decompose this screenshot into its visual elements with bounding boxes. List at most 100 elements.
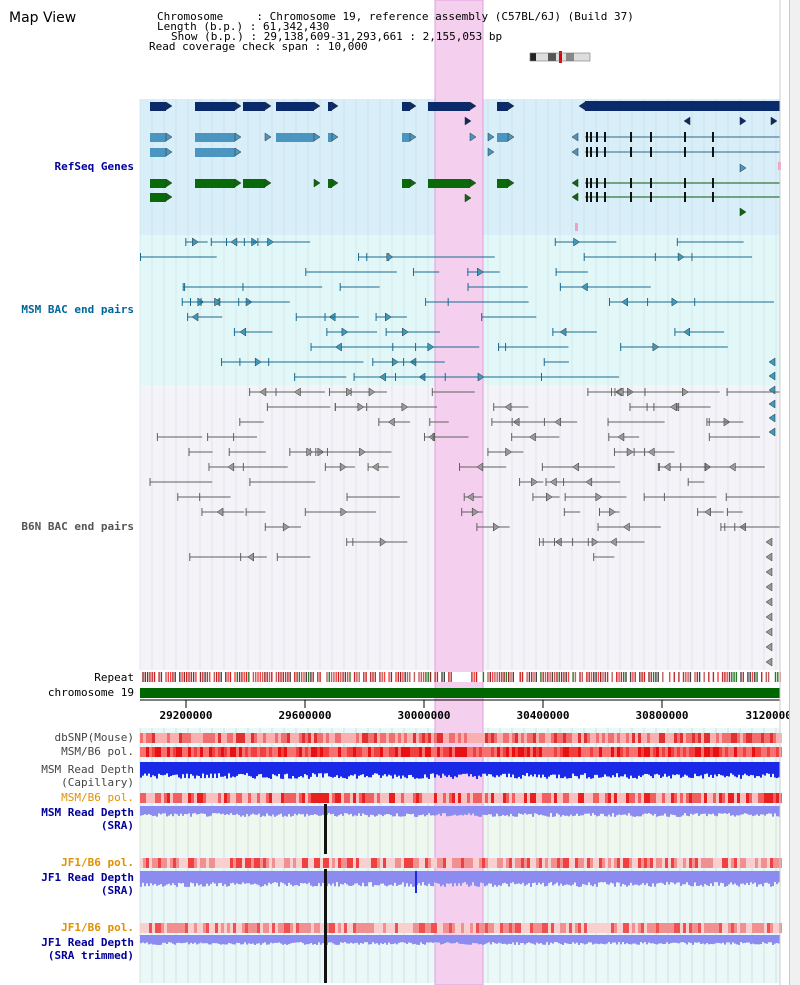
depth-bar xyxy=(314,871,316,887)
depth-bar xyxy=(628,935,630,945)
depth-bar xyxy=(380,762,382,778)
depth-bar xyxy=(764,935,766,944)
depth-bar xyxy=(630,806,632,816)
depth-bar xyxy=(544,871,546,887)
gene-exon xyxy=(243,102,265,111)
pol-cell xyxy=(260,747,263,757)
track-label-jf1-depth-sra-1[interactable]: JF1 Read Depth xyxy=(41,871,134,884)
depth-bar xyxy=(778,806,780,817)
dbsnp-cell xyxy=(749,733,752,743)
pol-cell xyxy=(323,747,326,757)
repeat-mark xyxy=(600,672,602,682)
track-label-jf1-b6-pol-2[interactable]: JF1/B6 pol. xyxy=(61,921,134,934)
pol-cell xyxy=(203,747,206,757)
dbsnp-cell xyxy=(497,733,500,743)
depth-bar xyxy=(514,806,516,817)
depth-bar xyxy=(492,762,494,777)
track-label-msm-b6-pol-2[interactable]: MSM/B6 pol. xyxy=(61,791,134,804)
strand-arrow xyxy=(507,132,515,142)
pol-cell xyxy=(344,923,347,933)
track-label-msm-b6-pol-1[interactable]: MSM/B6 pol. xyxy=(61,745,134,758)
repeat-mark xyxy=(257,672,259,682)
depth-bar xyxy=(302,762,304,778)
track-label-dbsnp[interactable]: dbSNP(Mouse) xyxy=(54,731,134,744)
depth-bar xyxy=(644,806,646,814)
pol-cell xyxy=(230,858,233,868)
dbsnp-cell xyxy=(632,733,635,743)
depth-bar xyxy=(604,935,606,945)
depth-bar xyxy=(210,935,212,945)
bac-end-arrow xyxy=(371,462,379,472)
depth-bar xyxy=(602,806,604,814)
strand-arrow xyxy=(313,101,321,111)
depth-bar xyxy=(718,871,720,886)
depth-bar xyxy=(214,871,216,884)
depth-bar xyxy=(732,871,734,885)
depth-bar xyxy=(712,935,714,945)
track-label-msm-bac[interactable]: MSM BAC end pairs xyxy=(21,303,134,316)
repeat-mark xyxy=(395,672,397,682)
repeat-mark xyxy=(756,672,758,682)
repeat-mark xyxy=(765,672,767,682)
depth-bar xyxy=(740,935,742,943)
repeat-mark xyxy=(195,672,197,682)
depth-bar xyxy=(480,871,482,883)
dbsnp-cell xyxy=(407,733,410,743)
pol-cell xyxy=(278,793,281,803)
depth-bar xyxy=(458,762,460,775)
track-label-jf1-b6-pol-1[interactable]: JF1/B6 pol. xyxy=(61,856,134,869)
dbsnp-cell xyxy=(176,733,179,743)
pol-cell xyxy=(224,747,227,757)
repeat-mark xyxy=(708,672,710,682)
dbsnp-cell xyxy=(350,733,353,743)
pol-cell xyxy=(287,858,290,868)
pol-cell xyxy=(647,793,650,803)
pol-cell xyxy=(194,858,197,868)
vertical-scrollbar[interactable] xyxy=(789,0,800,985)
depth-bar xyxy=(772,806,774,817)
dbsnp-cell xyxy=(416,733,419,743)
ideogram-band xyxy=(530,53,536,61)
depth-bar xyxy=(414,806,416,817)
show-label: Show (b.p.) xyxy=(171,30,244,43)
depth-bar xyxy=(148,871,150,887)
bac-end-arrow xyxy=(617,432,625,442)
depth-bar xyxy=(548,871,550,884)
pol-cell xyxy=(719,793,722,803)
depth-bar xyxy=(204,762,206,779)
pol-cell xyxy=(557,858,560,868)
track-label-b6n-bac[interactable]: B6N BAC end pairs xyxy=(21,520,134,533)
repeat-mark xyxy=(358,672,360,682)
depth-bar xyxy=(308,762,310,779)
depth-bar xyxy=(366,762,368,776)
repeat-mark xyxy=(365,672,367,682)
pol-cell xyxy=(434,793,437,803)
pol-cell xyxy=(605,793,608,803)
track-label-msm-depth-capillary-1[interactable]: MSM Read Depth xyxy=(41,763,134,776)
dbsnp-cell xyxy=(293,733,296,743)
depth-bar xyxy=(540,806,542,815)
pol-cell xyxy=(320,858,323,868)
depth-bar xyxy=(366,935,368,943)
pol-cell xyxy=(683,923,686,933)
pol-cell xyxy=(431,923,434,933)
depth-bar xyxy=(378,762,380,776)
depth-bar xyxy=(188,762,190,779)
depth-bar xyxy=(672,806,674,815)
depth-bar xyxy=(446,935,448,943)
axis-tick-label: 29600000 xyxy=(278,709,332,722)
depth-bar xyxy=(480,762,482,777)
track-label-refseq[interactable]: RefSeq Genes xyxy=(54,160,134,173)
depth-bar xyxy=(722,806,724,814)
pol-cell xyxy=(596,747,599,757)
repeat-mark xyxy=(229,672,232,682)
dbsnp-cell xyxy=(716,733,719,743)
track-label-msm-depth-sra-1[interactable]: MSM Read Depth xyxy=(41,806,134,819)
depth-bar xyxy=(436,871,438,884)
strand-arrow xyxy=(409,178,417,188)
depth-bar xyxy=(702,935,704,944)
track-label-jf1-depth-trimmed-1[interactable]: JF1 Read Depth xyxy=(41,936,134,949)
bac-end-arrow xyxy=(765,657,773,667)
depth-bar xyxy=(200,935,202,943)
